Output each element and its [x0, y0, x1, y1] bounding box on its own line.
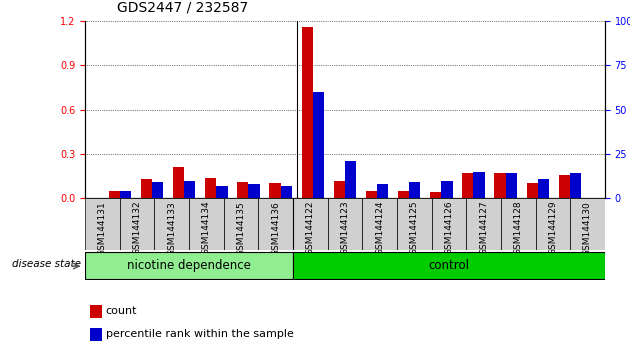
Bar	[536, 198, 570, 250]
Bar	[570, 198, 605, 250]
Bar	[109, 191, 120, 198]
Bar	[328, 198, 362, 250]
Bar	[442, 181, 452, 198]
Text: percentile rank within the sample: percentile rank within the sample	[106, 329, 294, 338]
Bar	[216, 186, 227, 198]
Bar	[293, 252, 605, 279]
Text: GDS2447 / 232587: GDS2447 / 232587	[117, 0, 248, 14]
Bar	[120, 191, 131, 198]
Bar	[205, 178, 216, 198]
Bar	[90, 328, 101, 341]
Bar	[495, 173, 506, 198]
Text: GSM144124: GSM144124	[375, 201, 384, 255]
Text: GSM144136: GSM144136	[271, 201, 280, 256]
Text: nicotine dependence: nicotine dependence	[127, 259, 251, 272]
Bar	[120, 198, 154, 250]
Bar	[85, 252, 293, 279]
Bar	[248, 184, 260, 198]
Bar	[362, 198, 397, 250]
Bar	[430, 192, 442, 198]
Text: disease state: disease state	[12, 259, 81, 269]
Bar	[90, 305, 101, 318]
Text: GSM144122: GSM144122	[306, 201, 315, 255]
Bar	[366, 191, 377, 198]
Bar	[85, 198, 120, 250]
Bar	[258, 198, 293, 250]
Bar	[280, 186, 292, 198]
Bar	[293, 198, 328, 250]
Text: count: count	[106, 306, 137, 315]
Bar	[398, 191, 410, 198]
Text: GSM144125: GSM144125	[410, 201, 419, 256]
Text: GSM144134: GSM144134	[202, 201, 211, 256]
Bar	[224, 198, 258, 250]
Bar	[312, 92, 324, 198]
Bar	[154, 198, 189, 250]
Bar	[377, 184, 388, 198]
Bar	[466, 198, 501, 250]
Bar	[501, 198, 536, 250]
Bar	[410, 182, 420, 198]
Text: GSM144131: GSM144131	[98, 201, 107, 256]
Text: GSM144129: GSM144129	[548, 201, 558, 256]
Text: GSM144132: GSM144132	[132, 201, 142, 256]
Bar	[570, 173, 581, 198]
Bar	[141, 179, 152, 198]
Bar	[506, 173, 517, 198]
Bar	[538, 179, 549, 198]
Text: GSM144127: GSM144127	[479, 201, 488, 256]
Bar	[270, 183, 280, 198]
Bar	[527, 183, 538, 198]
Bar	[345, 161, 356, 198]
Bar	[334, 181, 345, 198]
Bar	[184, 181, 195, 198]
Text: GSM144135: GSM144135	[236, 201, 246, 256]
Bar	[173, 167, 184, 198]
Bar	[397, 198, 432, 250]
Bar	[238, 182, 248, 198]
Text: GSM144133: GSM144133	[167, 201, 176, 256]
Bar	[189, 198, 224, 250]
Bar	[474, 172, 484, 198]
Bar	[432, 198, 466, 250]
Bar	[152, 182, 163, 198]
Text: control: control	[428, 259, 469, 272]
Text: GSM144128: GSM144128	[513, 201, 523, 256]
Bar	[559, 175, 570, 198]
Text: GSM144123: GSM144123	[340, 201, 350, 256]
Text: GSM144126: GSM144126	[444, 201, 454, 256]
Bar	[302, 27, 312, 198]
Text: GSM144130: GSM144130	[583, 201, 592, 256]
Bar	[462, 173, 474, 198]
